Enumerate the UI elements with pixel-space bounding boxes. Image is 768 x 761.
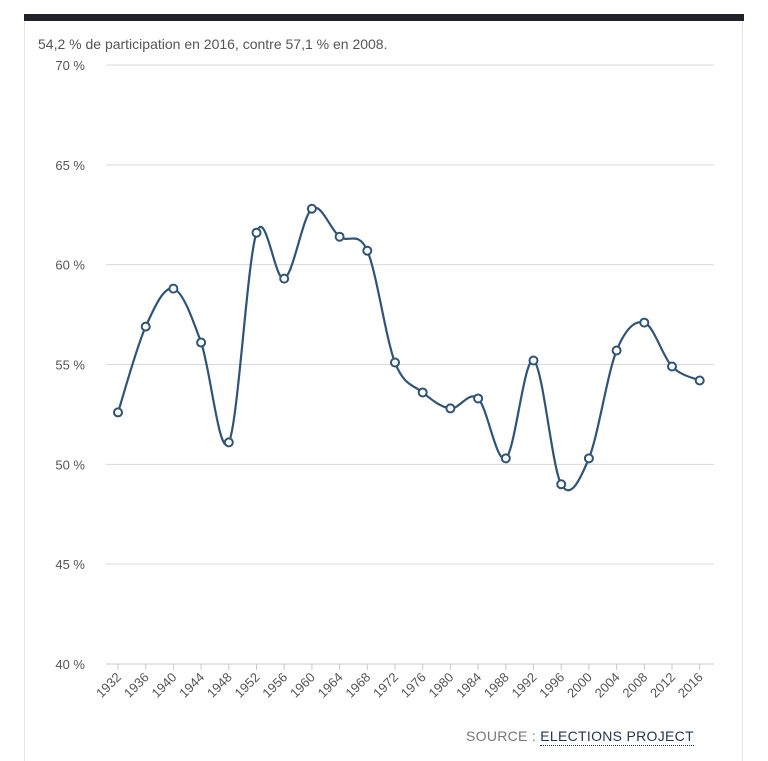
x-tick-label: 1980 (425, 670, 456, 701)
data-point-1996[interactable] (556, 479, 567, 490)
y-axis: 40 % 45 % 50 % 55 % 60 % 65 % 70 % (55, 58, 85, 672)
data-point-1972[interactable] (390, 357, 400, 368)
source-link[interactable]: ELECTIONS PROJECT (540, 728, 694, 746)
x-tick-label: 1992 (509, 670, 540, 701)
x-tick-label: 2004 (592, 670, 623, 701)
y-tick-label: 65 % (55, 158, 85, 173)
data-point-1932[interactable] (113, 407, 123, 418)
data-point-1964[interactable] (334, 231, 345, 242)
data-point-1984[interactable] (473, 393, 484, 404)
chart-subtitle: 54,2 % de participation en 2016, contre … (38, 36, 388, 52)
data-point-2016[interactable] (694, 375, 705, 386)
y-tick-label: 55 % (55, 358, 85, 373)
data-point-2012[interactable] (667, 361, 677, 372)
top-accent-bar (24, 14, 744, 21)
x-tick-label: 1968 (342, 670, 373, 701)
frame-right-border (742, 21, 743, 761)
y-tick-label: 45 % (55, 557, 85, 572)
source-prefix: SOURCE : (466, 728, 541, 744)
frame-left-border (24, 21, 25, 761)
x-tick-label: 1940 (148, 670, 179, 701)
y-tick-label: 60 % (55, 258, 85, 273)
x-tick-label: 1956 (259, 670, 290, 701)
data-point-1968[interactable] (362, 245, 373, 256)
x-tick-label: 1932 (93, 670, 124, 701)
x-tick-label: 1944 (176, 670, 207, 701)
data-point-1948[interactable] (223, 437, 234, 448)
x-tick-label: 1988 (481, 670, 512, 701)
x-tick-label: 1964 (315, 670, 346, 701)
data-point-1956[interactable] (279, 273, 290, 284)
x-tick-label: 1984 (453, 670, 484, 701)
data-point-1960[interactable] (306, 203, 317, 214)
x-tick-label: 1976 (398, 670, 429, 701)
x-tick-label: 2012 (647, 670, 678, 701)
data-point-1976[interactable] (417, 387, 428, 398)
data-point-1944[interactable] (196, 337, 207, 348)
data-point-2008[interactable] (639, 317, 650, 328)
data-point-2004[interactable] (611, 345, 622, 356)
x-tick-label: 1996 (536, 670, 567, 701)
data-point-1952[interactable] (251, 227, 262, 238)
data-point-2000[interactable] (583, 453, 594, 464)
x-tick-label: 2016 (675, 670, 706, 701)
data-point-1992[interactable] (528, 355, 539, 366)
x-tick-label: 1952 (232, 670, 263, 701)
data-point-1936[interactable] (140, 321, 151, 332)
source-credit: SOURCE : ELECTIONS PROJECT (466, 728, 694, 746)
x-tick-label: 1972 (370, 670, 401, 701)
data-point-1988[interactable] (500, 453, 511, 464)
y-tick-label: 70 % (55, 58, 85, 73)
x-tick-label: 2000 (564, 670, 595, 701)
x-tick-label: 1948 (204, 670, 235, 701)
x-tick-label: 2008 (619, 670, 650, 701)
data-point-1980[interactable] (445, 403, 456, 414)
x-tick-label: 1936 (121, 670, 152, 701)
data-point-1940[interactable] (168, 283, 179, 294)
x-tick-label: 1960 (287, 670, 318, 701)
x-axis: 1932193619401944194819521956196019641968… (93, 664, 706, 701)
gridlines (106, 64, 714, 665)
y-tick-label: 50 % (55, 457, 85, 472)
y-tick-label: 40 % (55, 657, 85, 672)
data-points (113, 203, 705, 490)
